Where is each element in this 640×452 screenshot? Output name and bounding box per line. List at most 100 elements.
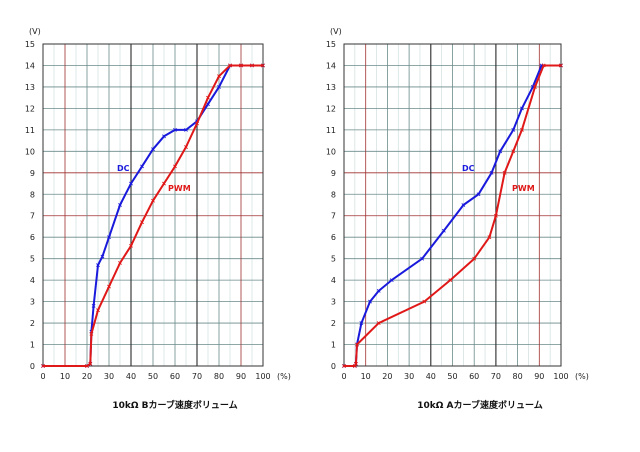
data-point <box>511 149 516 154</box>
y-tick-label: 2 <box>30 319 35 328</box>
series-pwm: PWM <box>342 63 563 368</box>
y-tick-label: 0 <box>30 362 35 371</box>
y-tick-label: 8 <box>30 190 35 199</box>
y-tick-label: 4 <box>331 276 336 285</box>
data-point <box>162 134 166 139</box>
x-unit-label: (%) <box>575 372 589 381</box>
x-tick-label: 100 <box>553 372 568 381</box>
data-point <box>559 63 563 68</box>
data-point <box>476 192 481 197</box>
data-point <box>352 364 357 368</box>
data-point <box>342 364 346 368</box>
y-tick-label: 5 <box>30 255 35 264</box>
data-point <box>41 364 45 368</box>
data-point <box>472 256 477 261</box>
x-tick-label: 80 <box>214 372 224 381</box>
y-tick-label: 3 <box>30 298 35 307</box>
series-line <box>43 64 263 367</box>
data-point <box>541 63 546 68</box>
x-tick-label: 90 <box>236 372 246 381</box>
series-line <box>43 64 263 367</box>
data-point <box>118 261 122 265</box>
data-point <box>533 85 537 89</box>
data-point <box>355 342 359 347</box>
data-point <box>239 63 243 68</box>
data-point <box>376 321 381 325</box>
x-tick-label: 20 <box>382 372 392 381</box>
plot-frame <box>343 43 562 367</box>
data-point <box>228 63 232 68</box>
y-tick-label: 12 <box>326 104 336 113</box>
x-tick-label: 50 <box>148 372 158 381</box>
data-point <box>151 147 155 152</box>
data-point <box>261 63 265 68</box>
series-label: DC <box>117 164 130 173</box>
data-point <box>100 254 105 259</box>
y-tick-label: 7 <box>30 212 35 221</box>
chart-title: 10kΩ Aカーブ速度ボリューム <box>417 399 542 411</box>
y-tick-label: 11 <box>25 126 35 135</box>
y-tick-label: 15 <box>25 40 35 49</box>
data-point <box>487 235 492 240</box>
data-point <box>206 102 210 107</box>
data-point <box>354 361 358 366</box>
plot-frame <box>42 43 264 367</box>
y-tick-label: 6 <box>331 233 336 242</box>
x-tick-label: 10 <box>60 372 70 381</box>
x-tick-label: 70 <box>192 372 202 381</box>
y-tick-label: 1 <box>331 341 336 350</box>
y-tick-label: 10 <box>326 147 336 156</box>
series-label: PWM <box>512 184 535 193</box>
y-tick-label: 4 <box>30 276 35 285</box>
y-unit-label: (V) <box>29 27 41 36</box>
data-point <box>520 106 524 111</box>
x-unit-label: (%) <box>277 372 291 381</box>
data-point <box>217 74 221 79</box>
x-tick-label: 40 <box>426 372 436 381</box>
x-tick-label: 30 <box>404 372 414 381</box>
y-tick-label: 9 <box>331 169 336 178</box>
series-label: DC <box>462 164 475 173</box>
x-tick-label: 30 <box>104 372 114 381</box>
y-tick-label: 1 <box>30 341 35 350</box>
series-pwm: PWM <box>41 63 265 368</box>
y-unit-label: (V) <box>330 27 342 36</box>
y-tick-label: 3 <box>331 298 336 307</box>
data-point <box>162 181 166 186</box>
x-tick-label: 80 <box>513 372 523 381</box>
data-point <box>184 127 188 132</box>
data-point <box>89 331 94 336</box>
data-point <box>91 303 96 308</box>
x-tick-label: 100 <box>255 372 270 381</box>
data-point <box>489 170 494 175</box>
x-tick-label: 0 <box>341 372 346 381</box>
data-point <box>118 203 122 207</box>
data-point <box>173 164 177 169</box>
data-point <box>448 278 453 283</box>
data-point <box>217 85 221 89</box>
data-point <box>140 220 144 225</box>
y-tick-label: 15 <box>326 40 336 49</box>
x-tick-label: 70 <box>491 372 501 381</box>
chart-title: 10kΩ Bカーブ速度ボリューム <box>112 399 237 411</box>
data-point <box>129 243 133 248</box>
series-label: PWM <box>168 184 191 193</box>
data-point <box>195 121 199 126</box>
y-tick-label: 12 <box>25 104 35 113</box>
data-point <box>88 361 93 366</box>
data-point <box>173 127 177 132</box>
data-point <box>140 164 144 169</box>
y-tick-label: 14 <box>25 61 35 70</box>
y-tick-label: 9 <box>30 169 35 178</box>
y-tick-label: 10 <box>25 147 35 156</box>
data-point <box>250 63 254 68</box>
y-tick-label: 5 <box>331 255 336 264</box>
data-point <box>502 170 507 175</box>
x-tick-label: 60 <box>170 372 180 381</box>
series-line <box>344 64 561 367</box>
y-tick-label: 7 <box>331 212 336 221</box>
x-tick-label: 50 <box>447 372 457 381</box>
data-point <box>206 95 210 100</box>
